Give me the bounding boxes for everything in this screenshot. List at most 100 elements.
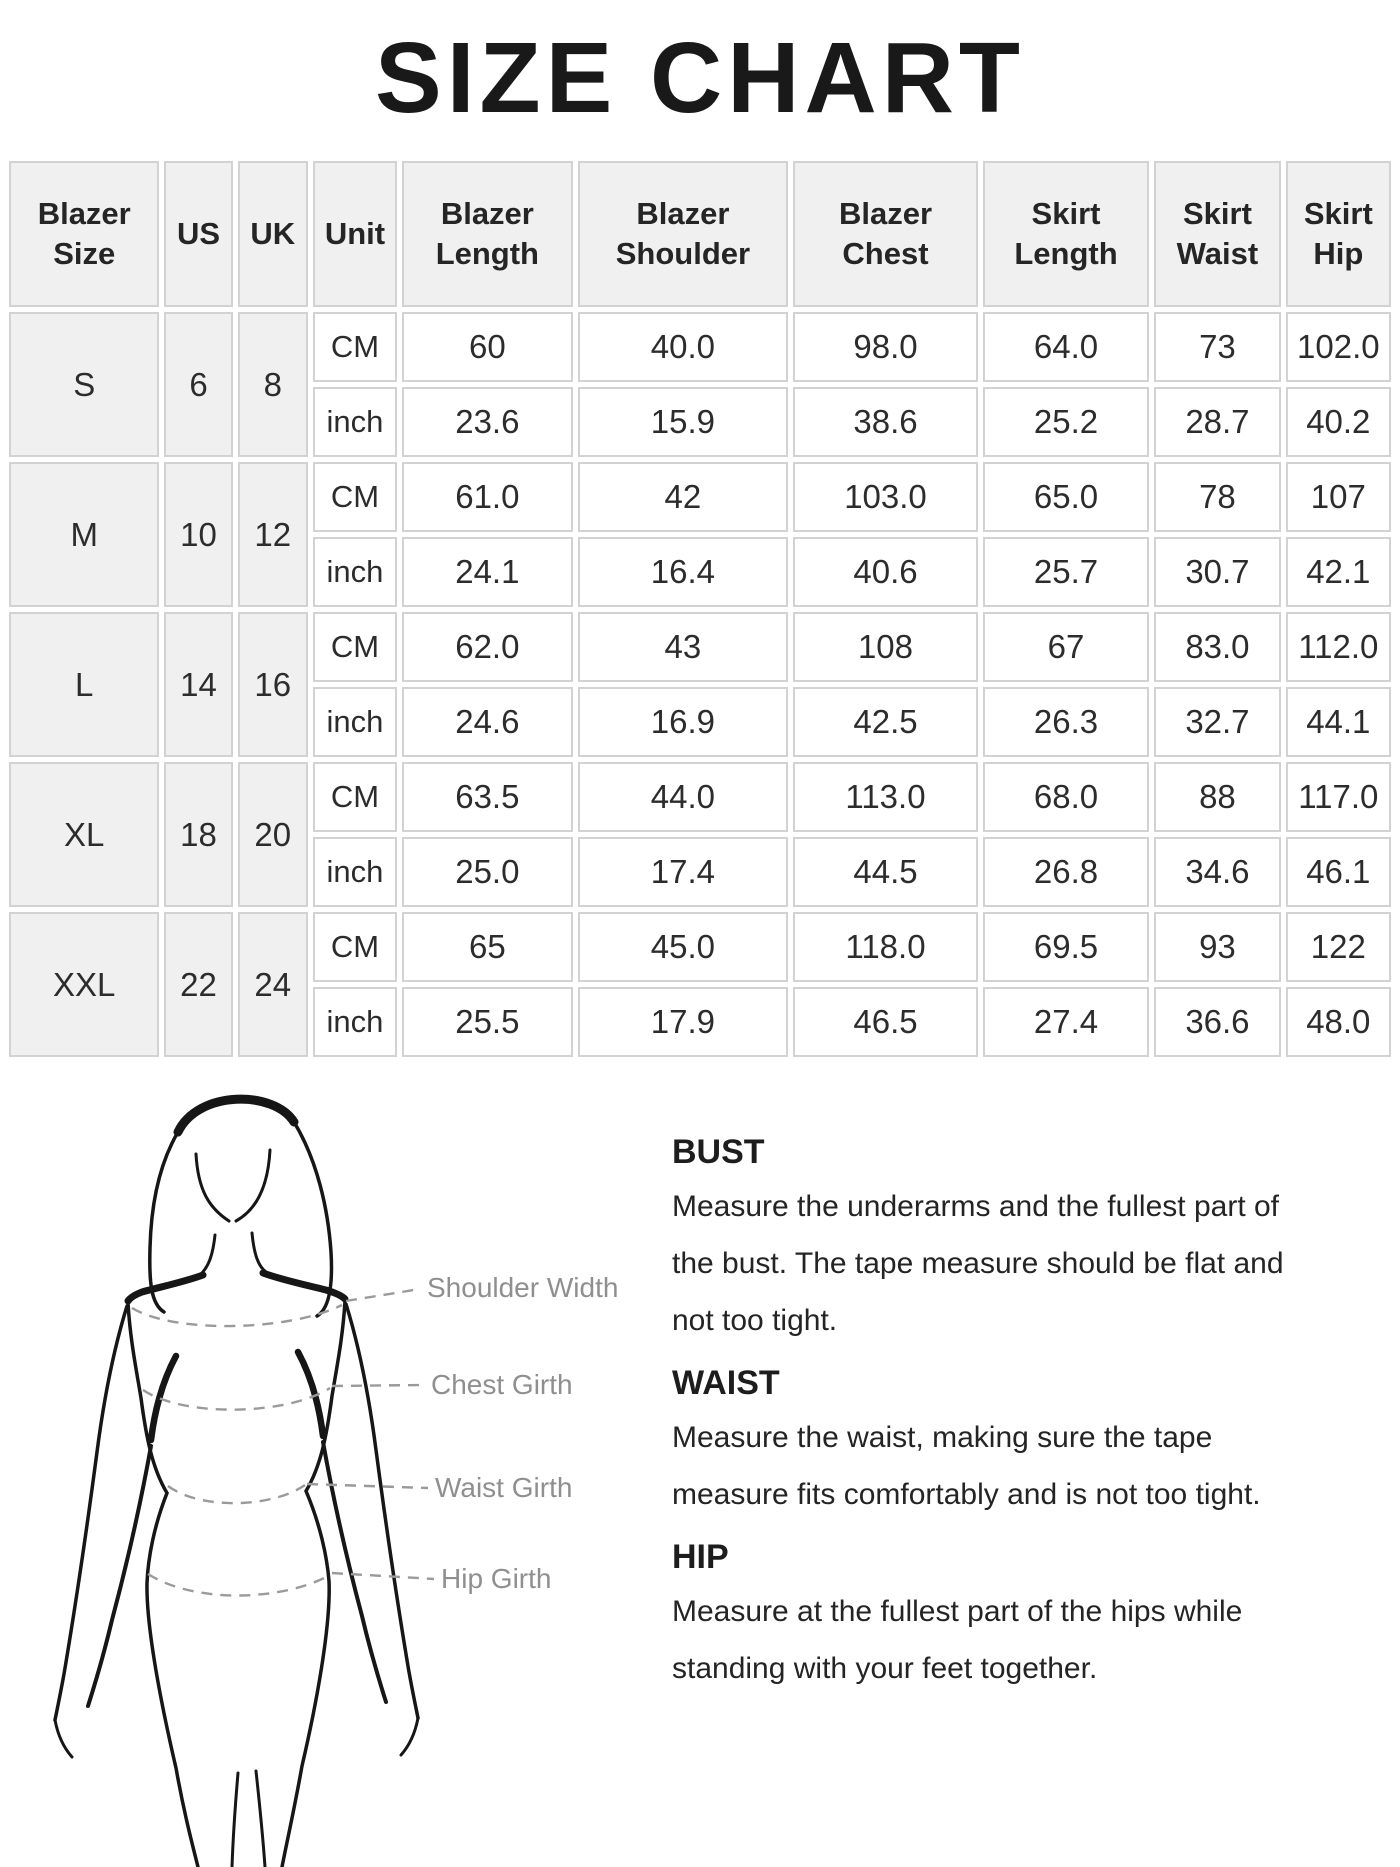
value-cell: 46.1: [1285, 837, 1391, 907]
header-skirt-length: Skirt Length: [982, 161, 1150, 307]
table-row-s-cm: S 6 8 CM 60 40.0 98.0 64.0 73 102.0: [9, 312, 1391, 457]
value-cell: 73: [1154, 312, 1281, 382]
hip-section: HIP Measure at the fullest part of the h…: [672, 1537, 1332, 1697]
value-cell: 32.7: [1154, 687, 1281, 757]
uk-cell: 12: [237, 462, 308, 607]
table-row-xl-inch: inch 25.0 17.4 44.5 26.8 34.6 46.1: [9, 837, 1391, 907]
value-cell: 60: [402, 312, 573, 382]
chest-girth-label: Chest Girth: [431, 1369, 573, 1400]
table-row-l-cm: L 14 16 CM 62.0 43 108 67 83.0 112.0: [9, 612, 1391, 757]
header-uk: UK: [237, 161, 308, 307]
size-cell: XL: [9, 762, 160, 907]
unit-cell: CM: [312, 612, 398, 682]
value-cell: 88: [1154, 762, 1281, 832]
size-cell: XXL: [9, 912, 160, 1057]
us-cell: 6: [164, 312, 233, 457]
unit-cell: CM: [312, 762, 398, 832]
size-cell: L: [9, 612, 160, 757]
waist-connector-line: [306, 1482, 429, 1490]
value-cell: 25.7: [982, 537, 1150, 607]
value-cell: 23.6: [402, 387, 573, 457]
table-row-xl-cm: XL 18 20 CM 63.5 44.0 113.0 68.0 88 117.…: [9, 762, 1391, 907]
female-figure-diagram: [53, 1094, 435, 1867]
waist-girth-label: Waist Girth: [435, 1472, 573, 1503]
value-cell: 107: [1285, 462, 1391, 532]
value-cell: 30.7: [1154, 537, 1281, 607]
chest-connector-line: [331, 1383, 425, 1388]
value-cell: 63.5: [402, 762, 573, 832]
waist-text: Measure the waist, making sure the tape …: [672, 1421, 1261, 1511]
value-cell: 27.4: [982, 987, 1150, 1057]
value-cell: 42: [577, 462, 789, 532]
waist-section: WAIST Measure the waist, making sure the…: [672, 1363, 1332, 1523]
value-cell: 103.0: [793, 462, 978, 532]
table-row-xxl-inch: inch 25.5 17.9 46.5 27.4 36.6 48.0: [9, 987, 1391, 1057]
value-cell: 48.0: [1285, 987, 1391, 1057]
uk-cell: 24: [237, 912, 308, 1057]
value-cell: 28.7: [1154, 387, 1281, 457]
value-cell: 40.0: [577, 312, 789, 382]
unit-cell: CM: [312, 462, 398, 532]
shoulder-dashed-line: [131, 1303, 343, 1328]
value-cell: 102.0: [1285, 312, 1391, 382]
value-cell: 43: [577, 612, 789, 682]
value-cell: 25.2: [982, 387, 1150, 457]
value-cell: 17.4: [577, 837, 789, 907]
unit-cell: inch: [312, 537, 398, 607]
value-cell: 64.0: [982, 312, 1150, 382]
value-cell: 65: [402, 912, 573, 982]
value-cell: 42.1: [1285, 537, 1391, 607]
table-body: S 6 8 CM 60 40.0 98.0 64.0 73 102.0 inch…: [9, 312, 1391, 1057]
bust-heading: BUST: [672, 1133, 765, 1171]
value-cell: 69.5: [982, 912, 1150, 982]
value-cell: 36.6: [1154, 987, 1281, 1057]
value-cell: 65.0: [982, 462, 1150, 532]
waist-dashed-line: [167, 1484, 306, 1505]
unit-cell: inch: [312, 687, 398, 757]
value-cell: 112.0: [1285, 612, 1391, 682]
value-cell: 122: [1285, 912, 1391, 982]
uk-cell: 20: [237, 762, 308, 907]
value-cell: 117.0: [1285, 762, 1391, 832]
unit-cell: inch: [312, 387, 398, 457]
value-cell: 26.3: [982, 687, 1150, 757]
dashed-measurement-lines: [131, 1287, 435, 1597]
value-cell: 40.6: [793, 537, 978, 607]
us-cell: 10: [164, 462, 233, 607]
table-row-m-cm: M 10 12 CM 61.0 42 103.0 65.0 78 107: [9, 462, 1391, 607]
value-cell: 17.9: [577, 987, 789, 1057]
value-cell: 25.0: [402, 837, 573, 907]
value-cell: 61.0: [402, 462, 573, 532]
value-cell: 46.5: [793, 987, 978, 1057]
value-cell: 34.6: [1154, 837, 1281, 907]
value-cell: 38.6: [793, 387, 978, 457]
value-cell: 24.1: [402, 537, 573, 607]
shoulder-connector-line: [345, 1287, 421, 1303]
shoulder-width-label: Shoulder Width: [427, 1272, 619, 1303]
shoulder-path: [259, 1269, 349, 1303]
size-chart-table: Blazer Size US UK Unit Blazer Length Bla…: [4, 156, 1396, 1062]
title-band: SIZE CHART: [0, 0, 1400, 156]
value-cell: 44.0: [577, 762, 789, 832]
header-skirt-waist: Skirt Waist: [1154, 161, 1281, 307]
hip-connector-line: [331, 1571, 435, 1581]
bust-section: BUST Measure the underarms and the fulle…: [672, 1132, 1332, 1349]
hip-text: Measure at the fullest part of the hips …: [672, 1595, 1243, 1685]
value-cell: 45.0: [577, 912, 789, 982]
uk-cell: 16: [237, 612, 308, 757]
hip-heading: HIP: [672, 1538, 729, 1576]
value-cell: 16.4: [577, 537, 789, 607]
value-cell: 15.9: [577, 387, 789, 457]
us-cell: 14: [164, 612, 233, 757]
value-cell: 83.0: [1154, 612, 1281, 682]
unit-cell: inch: [312, 987, 398, 1057]
uk-cell: 8: [237, 312, 308, 457]
table-row-m-inch: inch 24.1 16.4 40.6 25.7 30.7 42.1: [9, 537, 1391, 607]
us-cell: 18: [164, 762, 233, 907]
header-us: US: [164, 161, 233, 307]
value-cell: 25.5: [402, 987, 573, 1057]
header-blazer-chest: Blazer Chest: [793, 161, 978, 307]
value-cell: 68.0: [982, 762, 1150, 832]
measurement-guide: Shoulder Width Chest Girth Waist Girth H…: [0, 1068, 1400, 1867]
chest-dashed-line: [142, 1386, 331, 1411]
